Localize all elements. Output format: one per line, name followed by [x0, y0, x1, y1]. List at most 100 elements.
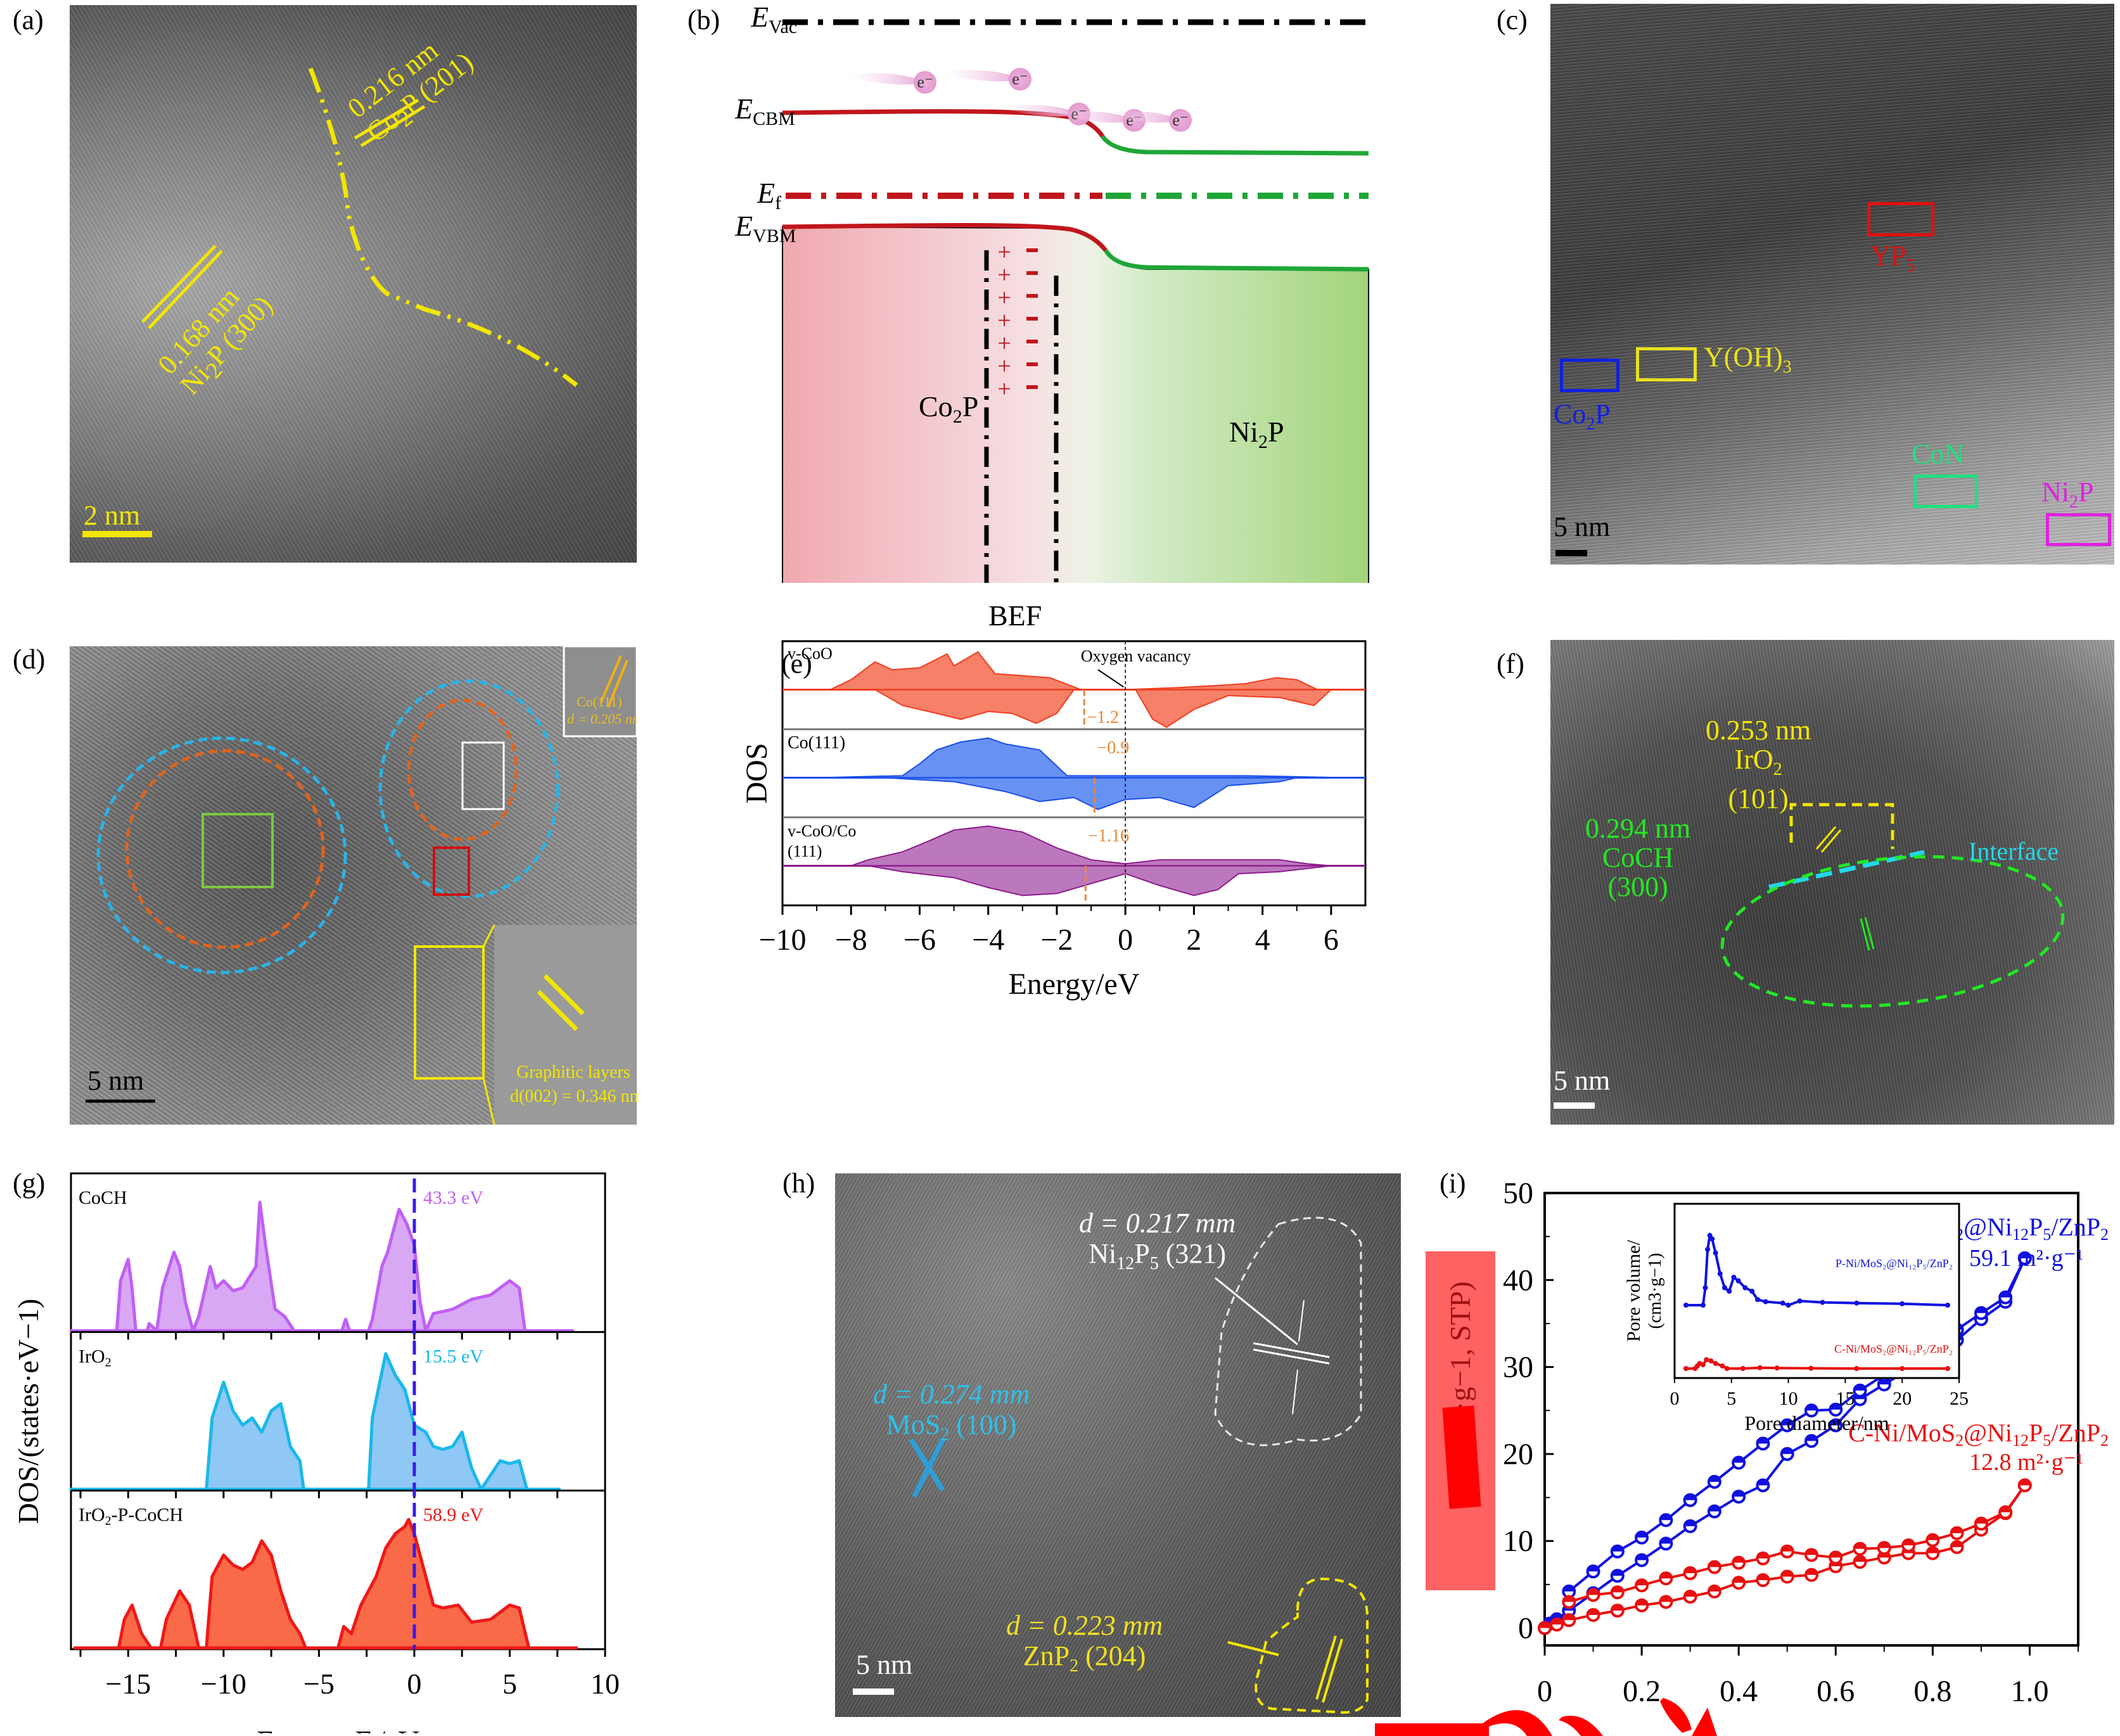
region-label-co2p: Co2P — [1554, 399, 1611, 434]
panel-d-tem-image: Co(111) d = 0.205 nm Graphitic layers d(… — [70, 646, 637, 1125]
graphitic-region-box — [414, 945, 485, 1080]
lattice-line — [599, 655, 622, 704]
electron-tail — [849, 73, 925, 85]
band-center-value: 58.9 eV — [423, 1505, 483, 1526]
inset-y-axis-label: (cm3·g−1) — [1645, 1253, 1665, 1329]
panel-f-tem-image: 0.253 nm IrO2 (101) 0.294 nm CoCH (300) … — [1550, 640, 2114, 1125]
inset-x-tick-label: 10 — [1779, 1388, 1798, 1409]
level-label-f: Ef — [757, 177, 782, 214]
outer-shell-outline — [378, 679, 559, 898]
lattice-line-ni2p — [148, 250, 223, 329]
plot-frame — [1543, 1192, 2079, 1647]
electron-label: e⁻ — [1172, 111, 1188, 129]
electron-tail — [944, 70, 1020, 82]
isotherm-point-fill — [1611, 1545, 1623, 1552]
plot-frame — [781, 640, 1367, 907]
inset-point — [1749, 1289, 1755, 1294]
isotherm-point-fill — [1757, 1552, 1769, 1559]
x-tick-label: 0 — [1118, 923, 1133, 957]
region-label-yp5: YP5 — [1870, 240, 1915, 276]
isotherm-point-fill — [1951, 1527, 1963, 1533]
series-label: (111) — [788, 842, 822, 860]
electron-group: e⁻e⁻e⁻e⁻e⁻ — [849, 68, 1192, 132]
inner-core-outline — [407, 698, 518, 841]
electron-label: e⁻ — [1012, 70, 1028, 88]
isotherm-point-fill — [1684, 1567, 1696, 1574]
isotherm-point-fill — [1708, 1585, 1720, 1592]
scale-label: 5 nm — [1554, 1065, 1611, 1096]
isotherm-point-fill — [1903, 1540, 1915, 1546]
y-tick-label: 20 — [1503, 1438, 1533, 1471]
isotherm-point-fill — [1757, 1574, 1769, 1581]
isotherm-point-fill — [1854, 1543, 1866, 1549]
inset-point — [1700, 1362, 1706, 1367]
plus-charge: + — [997, 239, 1011, 265]
grain-boundary-line — [308, 67, 578, 387]
electron-label: e⁻ — [917, 73, 933, 91]
inset-point — [1731, 1275, 1737, 1280]
isotherm-point-fill — [1551, 1619, 1563, 1625]
inset-point — [1785, 1303, 1791, 1308]
level-label-vac: EVac — [751, 1, 798, 38]
co-region-box — [461, 741, 505, 810]
x-tick-label: 0 — [1537, 1675, 1552, 1708]
scale-label: 5 nm — [856, 1649, 913, 1680]
isotherm-adsorption-line — [1544, 1484, 2026, 1630]
region-box-co2p — [1560, 359, 1619, 392]
x-tick-label: 1.0 — [2010, 1675, 2048, 1708]
panel-a-label: (a) — [13, 4, 44, 35]
isotherm-point-fill — [1660, 1538, 1672, 1544]
iro2-region-box — [1789, 803, 1894, 849]
x-tick-label: 2 — [1186, 923, 1201, 957]
inset-x-tick-label: 20 — [1893, 1388, 1912, 1409]
isotherm-point-fill — [2000, 1291, 2012, 1298]
isotherm-point-fill — [2019, 1479, 2031, 1486]
surface-area-label: 59.1 m²·g⁻¹ — [1969, 1245, 2083, 1272]
inset-series-label: P-Ni/MoS₂@Ni₁₂P₅/ZnP₂ — [1836, 1257, 1953, 1270]
band-center-value: 43.3 eV — [423, 1187, 483, 1208]
isotherm-point-fill — [2019, 1252, 2031, 1258]
graphitic-layers-label: Graphitic layers — [516, 1063, 630, 1082]
inset-co111 — [563, 646, 637, 737]
lattice-line — [912, 1438, 945, 1498]
inset-point — [1735, 1278, 1741, 1284]
isotherm-point-fill — [1636, 1531, 1648, 1538]
surface-area-label: 12.8 m²·g⁻¹ — [1969, 1449, 2083, 1476]
lattice-line — [543, 974, 585, 1016]
znp2-annotation: d = 0.223 mm ZnP2 (204) — [1006, 1610, 1163, 1676]
x-tick-label: 10 — [591, 1668, 620, 1700]
dos-up-Co(111) — [817, 737, 1348, 779]
x-tick-label: −2 — [1040, 923, 1073, 957]
dos-down-v-CoO — [872, 689, 1333, 729]
isotherm-point-fill — [1563, 1614, 1575, 1621]
region-label-con: CoN — [1912, 438, 1965, 469]
cbm-line-ni2p — [1101, 134, 1369, 156]
d-band-center-label: −1.16 — [1088, 826, 1129, 846]
isotherm-point-fill — [1636, 1599, 1648, 1605]
plus-charge: + — [997, 284, 1011, 311]
outer-shell-outline — [96, 736, 347, 974]
isotherm-point-fill — [1684, 1494, 1696, 1500]
interface-label: Interface — [1969, 837, 2059, 865]
inset-point — [1740, 1366, 1746, 1371]
series-label: v-CoO — [788, 644, 833, 663]
inset-point — [1708, 1358, 1714, 1363]
level-label-vbm: EVBM — [735, 210, 796, 247]
annotation-oxygen-vacancy: Oxygen vacancy — [1081, 647, 1191, 665]
inset-point — [1700, 1303, 1706, 1308]
inset-x-tick-label: 5 — [1727, 1388, 1736, 1409]
inset-point — [1702, 1285, 1708, 1291]
region-label-yoh3: Y(OH)3 — [1704, 341, 1792, 377]
graphitic-spacing-label: d(002) = 0.346 nm — [510, 1087, 637, 1106]
znp2-region-outline — [1255, 1577, 1369, 1714]
x-axis-label: Energy, Ef/eV — [257, 1725, 419, 1733]
y-tick-label: 0 — [1518, 1612, 1533, 1645]
y-tick-label: 40 — [1503, 1263, 1533, 1297]
isotherm-point-fill — [1708, 1476, 1720, 1482]
lattice-line-ni2p — [141, 245, 217, 323]
isotherm-point-fill — [1733, 1557, 1745, 1563]
inset-point — [1724, 1366, 1730, 1371]
inset-point — [1774, 1365, 1780, 1371]
overlay-red-glyphs — [1375, 1698, 1717, 1736]
inset-point — [1900, 1366, 1905, 1371]
